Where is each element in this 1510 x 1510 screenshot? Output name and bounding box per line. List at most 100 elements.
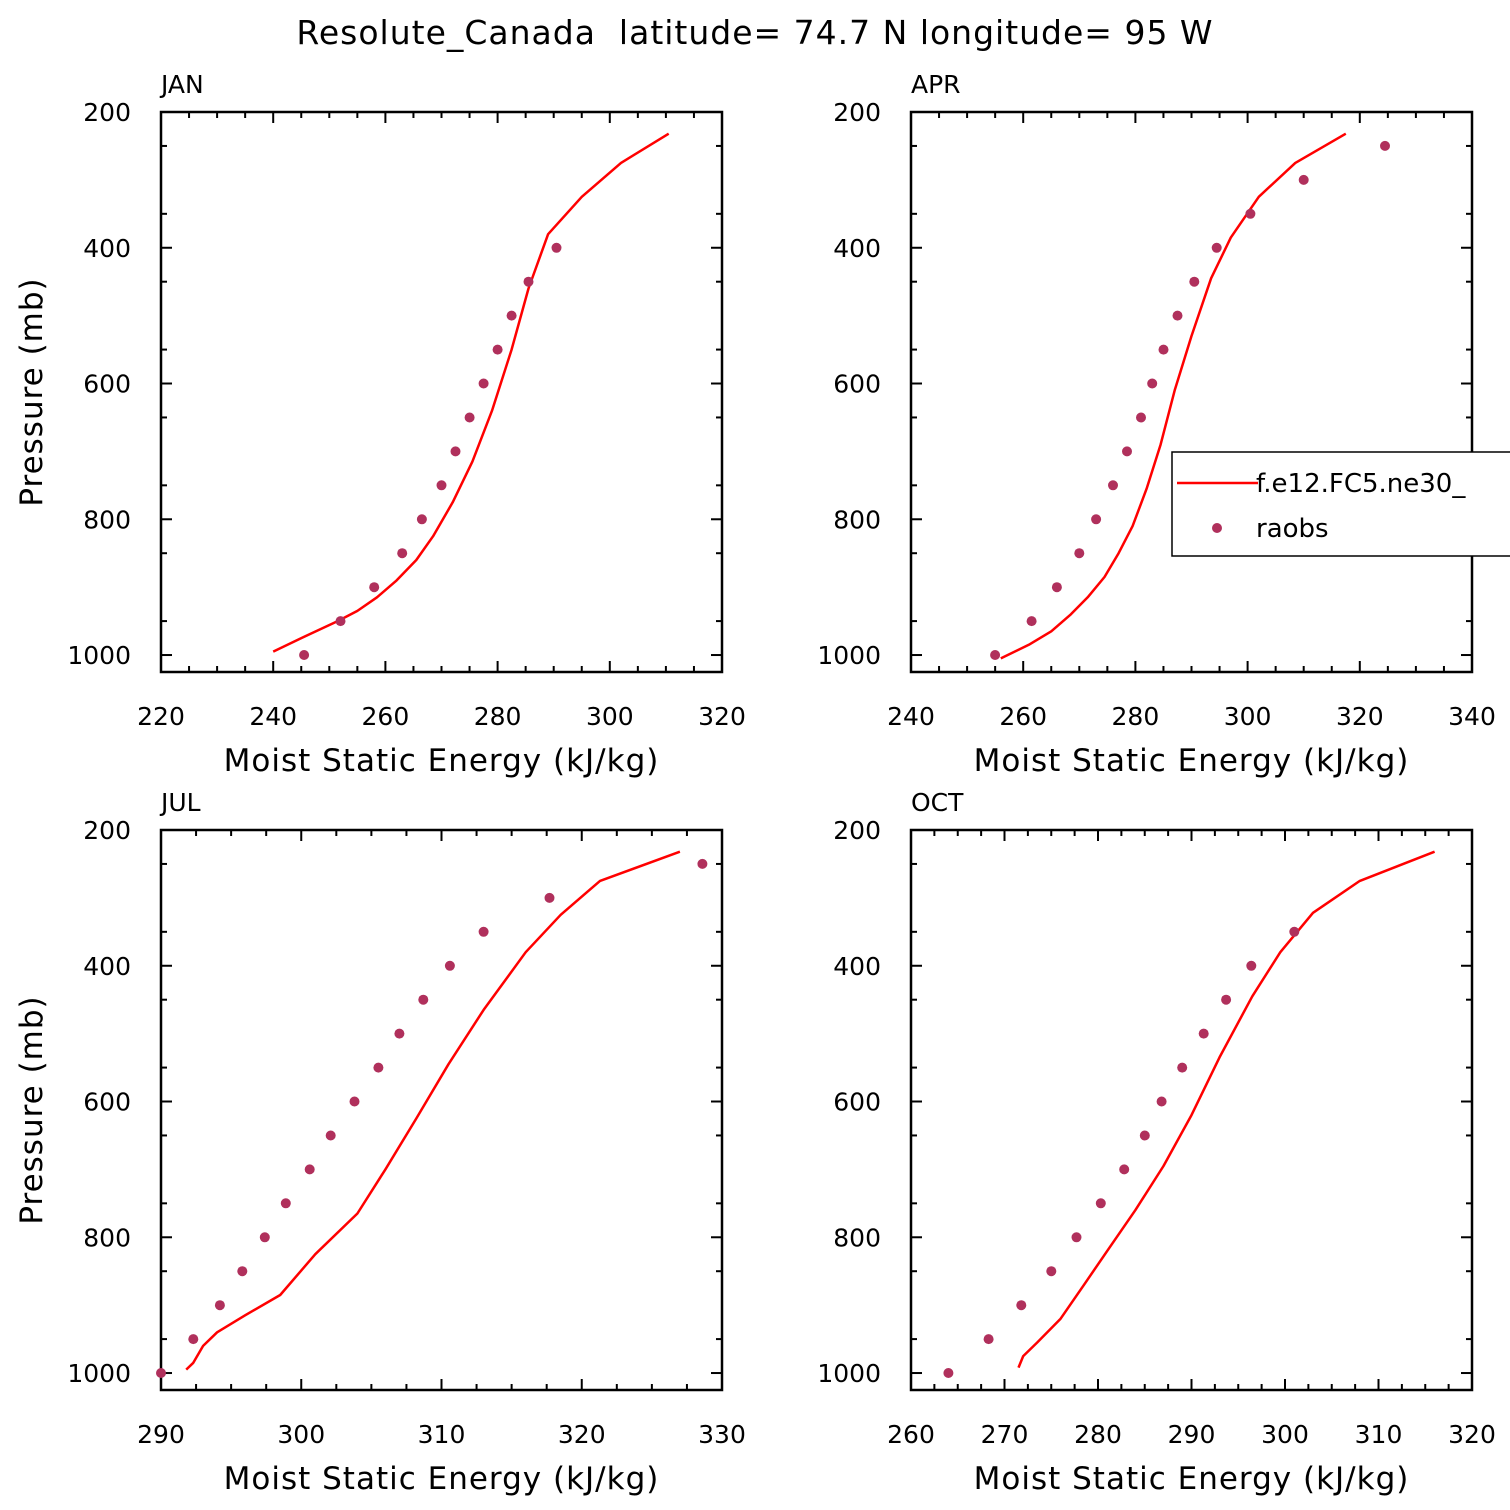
raobs-point — [1189, 276, 1200, 287]
x-tick-label: 340 — [1448, 702, 1496, 731]
legend: f.e12.FC5.ne30_ raobs — [1171, 451, 1510, 557]
raobs-point — [416, 514, 427, 525]
y-tick-label: 200 — [833, 98, 881, 127]
raobs-point — [369, 582, 380, 593]
raobs-point — [436, 480, 447, 491]
x-axis-label: Moist Static Energy (kJ/kg) — [224, 743, 660, 779]
raobs-point — [464, 412, 475, 423]
raobs-point — [990, 650, 1001, 660]
raobs-point — [418, 994, 429, 1005]
model-series-line — [272, 132, 670, 653]
y-tick-label: 600 — [833, 370, 881, 399]
panel-jul: JUL 290 300 310 320 330 200 400 600 800 1000 Moist … — [14, 788, 746, 1497]
raobs-point — [214, 1300, 225, 1311]
x-tick-label: 280 — [1112, 702, 1160, 731]
x-tick-label: 320 — [1336, 702, 1384, 731]
panel-label: OCT — [911, 788, 964, 817]
x-tick-label: 260 — [362, 702, 410, 731]
raobs-point — [544, 892, 555, 903]
model-series-line — [1000, 132, 1347, 660]
raobs-point — [1158, 344, 1169, 355]
y-tick-label: 600 — [83, 1088, 131, 1117]
raobs-point — [697, 858, 708, 869]
model-series-line — [1017, 850, 1436, 1369]
raobs-point — [1026, 616, 1037, 627]
x-tick-label: 300 — [586, 702, 634, 731]
raobs-point — [1074, 548, 1085, 559]
x-tick-label: 260 — [999, 702, 1047, 731]
raobs-point — [1071, 1232, 1082, 1243]
y-tick-label: 600 — [83, 370, 131, 399]
panel-oct: OCT 260 270 280 290 300 310 320 200 400 600 800 1000… — [817, 788, 1495, 1497]
panel-label: JUL — [159, 788, 201, 817]
panel-label: APR — [911, 70, 961, 99]
raobs-point — [943, 1368, 954, 1378]
plot-frame — [909, 110, 1474, 674]
x-tick-label: 240 — [887, 702, 935, 731]
legend-box — [1171, 451, 1510, 557]
raobs-point — [1246, 960, 1257, 971]
raobs-point — [1119, 1164, 1130, 1175]
raobs-point — [1298, 174, 1309, 185]
raobs-point — [1046, 1266, 1057, 1277]
y-tick-label: 1000 — [817, 641, 881, 670]
raobs-point — [478, 378, 489, 389]
x-tick-label: 300 — [1261, 1420, 1309, 1449]
raobs-point — [1016, 1300, 1027, 1311]
raobs-point — [1289, 926, 1300, 937]
y-tick-label: 1000 — [67, 1359, 131, 1388]
y-tick-label: 400 — [833, 234, 881, 263]
model-series-line — [185, 850, 681, 1371]
raobs-point — [1198, 1028, 1209, 1039]
raobs-point — [1177, 1062, 1188, 1073]
raobs-point — [1156, 1096, 1167, 1107]
x-tick-label: 290 — [137, 1420, 185, 1449]
x-axis-label: Moist Static Energy (kJ/kg) — [974, 743, 1410, 779]
raobs-point — [1122, 446, 1132, 457]
raobs-point — [983, 1334, 994, 1345]
x-tick-label: 270 — [981, 1420, 1029, 1449]
x-tick-label: 320 — [698, 702, 746, 731]
x-tick-label: 310 — [418, 1420, 466, 1449]
raobs-point — [1136, 412, 1146, 423]
raobs-point — [335, 616, 346, 627]
raobs-point — [373, 1062, 384, 1073]
x-tick-label: 220 — [137, 702, 185, 731]
raobs-point — [1051, 582, 1062, 593]
raobs-point — [397, 548, 408, 559]
y-tick-label: 200 — [833, 816, 881, 845]
raobs-point — [492, 344, 503, 355]
legend-model-label: f.e12.FC5.ne30_ — [1256, 469, 1466, 499]
raobs-point — [259, 1232, 270, 1243]
x-axis-label: Moist Static Energy (kJ/kg) — [224, 1461, 660, 1497]
raobs-point — [551, 242, 562, 253]
y-tick-label: 800 — [833, 1223, 881, 1252]
x-tick-label: 300 — [1224, 702, 1272, 731]
raobs-point — [450, 446, 461, 457]
x-tick-label: 280 — [1074, 1420, 1122, 1449]
raobs-point — [1211, 242, 1222, 253]
raobs-point — [299, 650, 310, 660]
panel-jan: JAN 220 240 260 280 300 320 200 400 600 800 1000 Moi… — [14, 70, 746, 779]
y-axis-label: Pressure (mb) — [14, 277, 50, 506]
y-tick-label: 200 — [83, 98, 131, 127]
raobs-point — [1108, 480, 1118, 491]
x-tick-label: 260 — [887, 1420, 935, 1449]
y-tick-label: 200 — [83, 816, 131, 845]
y-tick-label: 800 — [83, 505, 131, 534]
y-axis-label: Pressure (mb) — [14, 995, 50, 1224]
panel-apr: APR 240 260 280 300 320 340 200 400 600 800 1000 Moi… — [817, 70, 1495, 779]
x-tick-label: 240 — [249, 702, 297, 731]
raobs-point — [1172, 310, 1183, 321]
y-tick-label: 1000 — [67, 641, 131, 670]
raobs-point — [506, 310, 517, 321]
raobs-point — [237, 1266, 248, 1277]
y-tick-label: 400 — [83, 952, 131, 981]
raobs-point — [394, 1028, 405, 1039]
panel-label: JAN — [159, 70, 204, 99]
raobs-point — [1095, 1198, 1106, 1209]
plot-frame — [159, 828, 724, 1392]
y-tick-label: 400 — [833, 952, 881, 981]
raobs-point — [188, 1334, 199, 1345]
